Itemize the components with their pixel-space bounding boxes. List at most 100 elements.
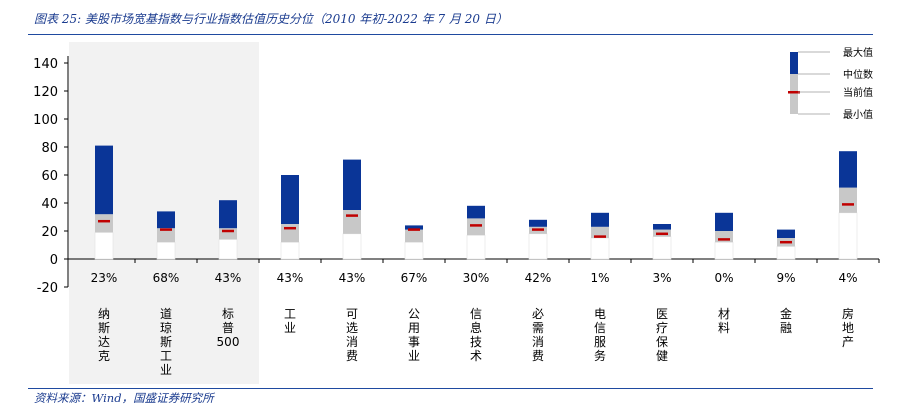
legend-swatch-max [790,52,798,74]
bar-segment-lower [342,233,362,260]
bar-segment-lower [156,241,176,260]
bar-segment-lower [714,241,734,260]
y-tick-label: 140 [33,57,58,72]
current-value-marker [346,214,358,217]
bar-segment-middle [281,224,299,243]
category-label: 业 [284,321,296,335]
bar-segment-upper [777,229,795,238]
bar-segment-lower [652,236,672,260]
percentile-label: 4% [838,271,857,285]
category-label: 可 [346,307,358,321]
percentile-label: 0% [714,271,733,285]
bar-segment-upper [591,212,609,227]
category-label: 用 [408,321,420,335]
legend-label: 最大值 [843,46,873,59]
bar-segment-upper [343,159,361,210]
category-label: 疗 [656,321,668,335]
bar-segment-upper [405,225,423,230]
category-label: 斯 [160,335,172,349]
current-value-marker [842,203,854,206]
category-label: 消 [346,335,358,349]
category-label: 费 [532,349,544,363]
percentile-label: 68% [153,271,180,285]
category-label: 技 [470,335,482,349]
current-value-marker [98,219,110,223]
bar-segment-upper [715,212,733,231]
bar-segment-middle [591,226,609,238]
current-value-marker [532,228,544,231]
category-label: 房 [842,306,854,321]
percentile-label: 3% [652,271,671,285]
category-label: 需 [532,321,544,335]
legend-swatch-current [788,91,800,94]
current-value-marker [780,240,792,244]
category-label: 金 [780,306,792,321]
percentile-label: 42% [525,271,552,285]
bar-segment-middle [405,229,423,243]
current-value-marker [284,226,296,230]
y-tick-label: 120 [33,85,58,100]
category-label: 务 [594,348,606,363]
category-label: 普 [222,321,234,335]
bar-segment-upper [529,219,547,227]
y-tick-label: 20 [41,225,58,240]
percentile-label: 67% [401,271,428,285]
legend-swatch-mid [790,74,798,114]
bar-segment-middle [219,228,237,240]
bar-segment-lower [838,212,858,260]
category-label: 工 [160,349,172,363]
bar-segment-lower [404,241,424,260]
bar-segment-lower [466,234,486,260]
y-tick-label: -20 [37,281,58,296]
legend-label: 最小值 [843,108,873,121]
bar-segment-upper [467,205,485,219]
source-note: 资料来源：Wind，国盛证券研究所 [34,391,214,405]
category-label: 信 [470,307,482,321]
bar-segment-upper [839,151,857,188]
bar-segment-middle [343,210,361,234]
current-value-marker [470,224,482,227]
y-tick-label: 40 [41,197,58,212]
category-label: 消 [532,335,544,349]
percentile-label: 9% [776,271,795,285]
bar-segment-lower [528,233,548,260]
bar-segment-lower [776,246,796,260]
bar-segment-upper [281,175,299,224]
category-label: 工 [284,307,296,321]
chart-title: 图表 25: 美股市场宽基指数与行业指数估值历史分位（2010 年初-2022 … [34,12,508,26]
category-label: 纳 [98,307,110,321]
bar-segment-lower [218,239,238,260]
category-label: 500 [217,335,240,349]
bar-segment-middle [157,228,175,243]
bar-segment-middle [839,187,857,213]
bar-segment-lower [280,241,300,260]
legend-label: 当前值 [843,86,873,99]
category-label: 信 [594,321,606,335]
current-value-marker [222,229,234,233]
category-label: 标 [222,307,234,321]
category-label: 公 [408,307,420,321]
bar-segment-lower [590,237,610,260]
footer-rule [28,388,873,389]
category-label: 术 [470,349,482,363]
category-label: 选 [346,321,358,335]
category-label: 产 [842,335,854,349]
category-label: 料 [718,321,730,335]
current-value-marker [718,238,730,241]
y-tick-label: 80 [41,141,58,156]
current-value-marker [408,228,420,231]
category-label: 斯 [98,321,110,335]
percentile-label: 43% [215,271,242,285]
category-label: 地 [842,321,854,335]
current-value-marker [656,232,668,236]
percentile-label: 23% [91,271,118,285]
category-label: 克 [98,349,110,363]
legend-label: 中位数 [843,68,873,81]
bar-segment-middle [467,218,485,236]
percentile-label: 43% [277,271,304,285]
category-label: 费 [346,349,358,363]
percentile-label: 1% [590,271,609,285]
bar-segment-middle [95,214,113,233]
bar-segment-upper [653,224,671,230]
